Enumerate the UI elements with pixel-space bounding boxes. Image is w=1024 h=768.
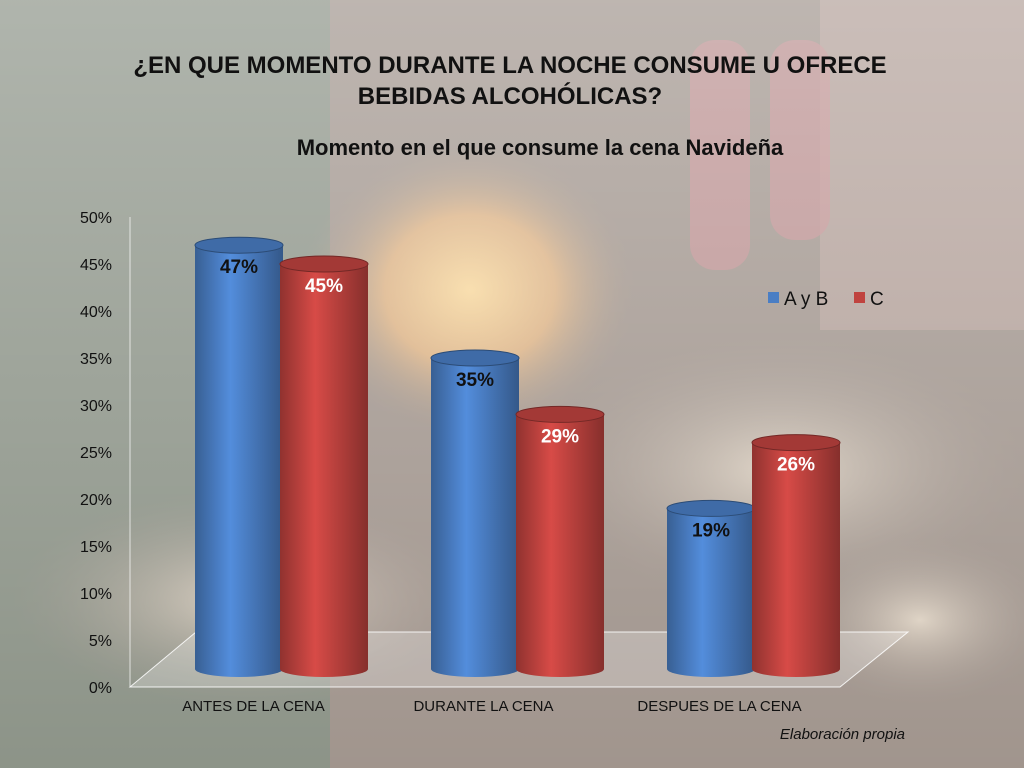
source-note: Elaboración propia — [779, 726, 905, 743]
bar: 35% — [430, 349, 520, 677]
legend-swatch — [768, 292, 779, 303]
bar-body — [752, 442, 840, 677]
bar-body — [280, 264, 368, 677]
data-label: 45% — [305, 276, 343, 297]
x-tick-label: DESPUES DE LA CENA — [637, 698, 801, 715]
y-tick-label: 20% — [80, 492, 112, 509]
y-axis: 0% 5% 10% 15% 20% 25% 30% 35% 40% 45% 50% — [80, 210, 112, 697]
data-label: 35% — [456, 370, 494, 391]
bar: 29% — [515, 405, 605, 677]
x-axis: ANTES DE LA CENA DURANTE LA CENA DESPUES D… — [182, 698, 801, 715]
y-tick-label: 40% — [80, 304, 112, 321]
bar-top — [666, 499, 756, 517]
bar-body — [516, 414, 604, 677]
bar: 45% — [279, 255, 369, 677]
bar: 47% — [194, 236, 284, 677]
chart-title: Momento en el que consume la cena Navide… — [296, 135, 784, 160]
bar-body — [195, 245, 283, 677]
bar-body — [431, 358, 519, 677]
data-label: 47% — [220, 257, 258, 278]
slide-title: ¿EN QUE MOMENTO DURANTE LA NOCHE CONSUME… — [133, 52, 887, 110]
y-tick-label: 0% — [89, 680, 112, 697]
bar-top — [279, 255, 369, 273]
legend-label: A y B — [784, 289, 828, 310]
y-tick-label: 30% — [80, 398, 112, 415]
y-tick-label: 50% — [80, 210, 112, 227]
legend-item: C — [854, 289, 884, 310]
data-label: 26% — [777, 455, 815, 476]
y-tick-label: 25% — [80, 445, 112, 462]
x-tick-label: DURANTE LA CENA — [413, 698, 553, 715]
bar-body — [667, 508, 755, 677]
x-tick-label: ANTES DE LA CENA — [182, 698, 325, 715]
bar-top — [194, 236, 284, 254]
y-tick-label: 35% — [80, 351, 112, 368]
data-label: 19% — [692, 520, 730, 541]
bar-top — [430, 349, 520, 367]
data-label: 29% — [541, 426, 579, 447]
y-tick-label: 5% — [89, 633, 112, 650]
bars: 47% 35% 19% 45% 29% 26% — [194, 236, 841, 677]
legend-item: A y B — [768, 289, 828, 310]
legend-swatch — [854, 292, 865, 303]
bar: 19% — [666, 499, 756, 677]
y-tick-label: 15% — [80, 539, 112, 556]
y-tick-label: 45% — [80, 257, 112, 274]
bar-top — [515, 405, 605, 423]
bar: 26% — [751, 434, 841, 677]
y-tick-label: 10% — [80, 586, 112, 603]
legend-label: C — [870, 289, 884, 310]
bar-top — [751, 434, 841, 452]
